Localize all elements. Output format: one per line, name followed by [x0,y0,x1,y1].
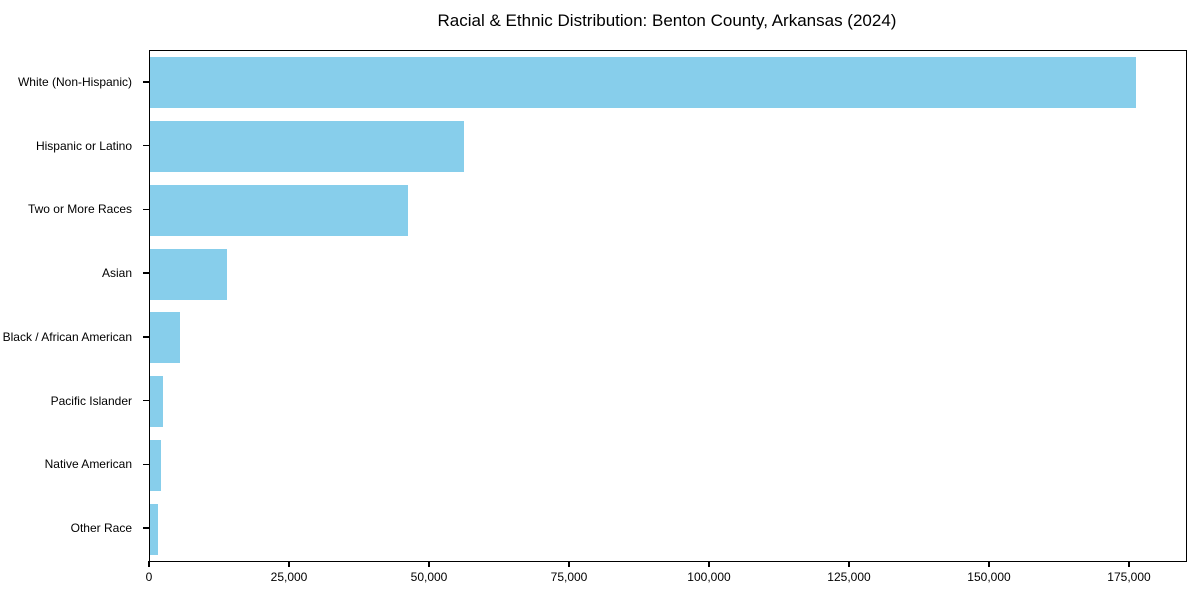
y-axis-label: Hispanic or Latino [35,138,132,153]
y-tick-mark [143,81,149,83]
x-tick-mark [848,561,850,567]
y-axis-label: Other Race [70,521,132,536]
y-tick-mark [143,399,149,402]
x-tick-label: 150,000 [967,570,1011,584]
plot-area [149,50,1187,562]
y-axis-label: Asian [101,266,132,281]
x-tick-label: 50,000 [410,570,448,584]
bar [150,121,464,173]
bar [150,376,163,428]
x-tick-mark [288,561,290,567]
x-tick-mark [148,561,150,567]
x-tick-mark [428,561,430,567]
y-axis-label: White (Non-Hispanic) [17,74,132,89]
x-tick-label: 125,000 [827,570,871,584]
x-tick-mark [568,561,570,567]
bar [150,503,159,555]
y-axis-label: Native American [44,457,132,472]
bar [150,248,227,300]
y-tick-mark [143,336,149,338]
x-tick-label: 75,000 [550,570,588,584]
y-tick-mark [143,272,149,274]
x-tick-label: 175,000 [1107,570,1151,584]
x-tick-label: 0 [145,570,153,584]
x-tick-mark [708,561,710,567]
y-tick-mark [143,463,149,466]
x-tick-mark [1128,561,1130,567]
x-tick-mark [988,561,990,567]
y-axis-label: Black / African American [2,329,132,344]
x-tick-label: 25,000 [270,570,308,584]
chart-title: Racial & Ethnic Distribution: Benton Cou… [437,11,897,30]
bar [150,312,181,364]
x-axis: 0 25,000 50,000 75,000 100,000 125,000 150,000… [0,561,1200,591]
y-axis-label: Two or More Races [27,202,132,217]
x-tick-labels: 0 25,000 50,000 75,000 100,000 125,000 150,000… [0,570,1200,586]
bar [150,184,408,236]
y-tick-mark [143,208,149,211]
bar [150,439,161,491]
y-axis-label: Pacific Islander [50,393,132,408]
y-tick-mark [143,527,149,529]
x-tick-label: 100,000 [687,570,731,584]
y-axis-labels: White (Non-Hispanic) Hispanic or Latino Tw… [0,50,141,560]
bar [150,57,1136,109]
y-tick-mark [143,144,149,147]
